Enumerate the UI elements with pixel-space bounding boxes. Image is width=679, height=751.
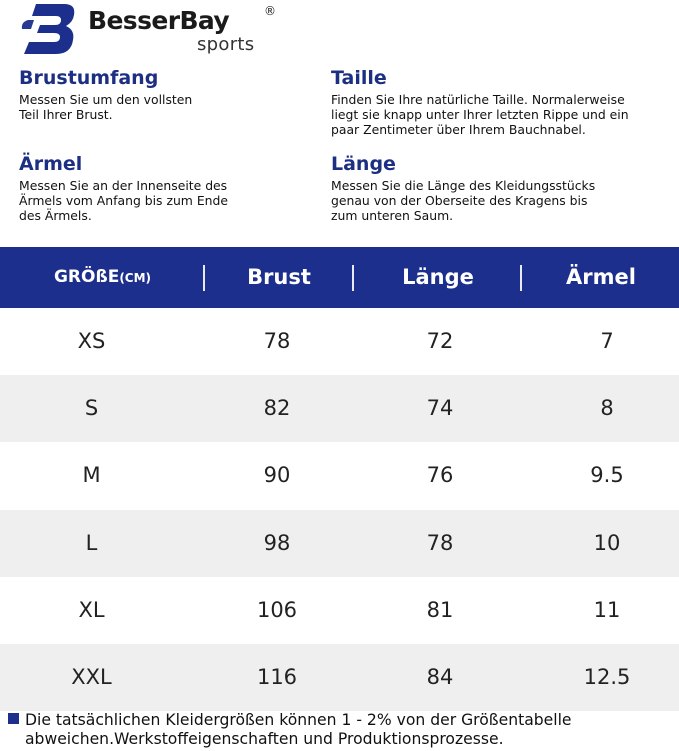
header-chest: Brust <box>247 265 311 289</box>
header-length: Länge <box>402 265 474 289</box>
brand-name: BesserBay <box>88 6 230 35</box>
size-cell: XS <box>77 329 106 353</box>
header-divider <box>203 265 205 291</box>
bullet-square-icon <box>8 713 19 724</box>
sleeve-cell: 11 <box>593 597 621 622</box>
registered-mark: ® <box>264 4 276 18</box>
size-cell: S <box>84 396 99 421</box>
size-cell: M <box>82 463 101 488</box>
footnote-line-2: abweichen.Werkstoffeigenschaften und Pro… <box>25 730 504 748</box>
footnote-line-1: Die tatsächlichen Kleidergrößen können 1… <box>25 711 572 729</box>
footnote: Die tatsächlichen Kleidergrößen können 1… <box>8 711 673 749</box>
length-description: Länge Messen Sie die Länge des Kleidungs… <box>331 153 651 223</box>
chest-title: Brustumfang <box>19 67 159 89</box>
size-cell: XXL <box>71 664 112 689</box>
table-row: L 98 78 10 <box>0 509 679 577</box>
header-divider <box>520 265 522 291</box>
chest-cell: 82 <box>263 396 291 421</box>
sleeve-text: Messen Sie an der Innenseite des Ärmels … <box>19 178 228 223</box>
chest-cell: 106 <box>256 597 298 622</box>
waist-title: Taille <box>331 67 387 89</box>
length-cell: 78 <box>426 530 454 555</box>
header-sleeve: Ärmel <box>566 265 636 289</box>
header-size: GRÖßE(CM) <box>0 247 205 308</box>
size-table-body: XS 78 72 7 S 82 74 8 M 90 76 9.5 L 98 78… <box>0 308 679 712</box>
length-cell: 84 <box>426 664 454 689</box>
chest-text: Messen Sie um den vollsten Teil Ihrer Br… <box>19 92 193 122</box>
sleeve-title: Ärmel <box>19 153 83 175</box>
length-cell: 74 <box>426 396 454 421</box>
sleeve-cell: 9.5 <box>590 463 624 488</box>
header-divider <box>352 265 354 291</box>
header-size-label: GRÖßE <box>53 267 120 287</box>
size-table-header: GRÖßE(CM) Brust Länge Ärmel <box>0 247 679 308</box>
chest-description: Brustumfang Messen Sie um den vollsten T… <box>19 67 339 122</box>
chest-cell: 98 <box>263 530 291 555</box>
sleeve-cell: 10 <box>593 530 621 555</box>
length-cell: 81 <box>426 597 454 622</box>
table-row: XS 78 72 7 <box>0 308 679 375</box>
sleeve-cell: 7 <box>600 329 614 353</box>
besserbay-logo-icon <box>21 4 75 54</box>
sleeve-cell: 12.5 <box>583 664 631 689</box>
chest-cell: 116 <box>256 664 298 689</box>
chest-cell: 90 <box>263 463 291 488</box>
table-row: XXL 116 84 12.5 <box>0 643 679 712</box>
sleeve-cell: 8 <box>600 396 614 421</box>
brand-logo: BesserBay ® sports <box>20 2 280 58</box>
waist-description: Taille Finden Sie Ihre natürliche Taille… <box>331 67 651 137</box>
table-row: M 90 76 9.5 <box>0 442 679 509</box>
table-row: S 82 74 8 <box>0 375 679 443</box>
size-cell: L <box>85 530 98 555</box>
length-cell: 76 <box>426 463 454 488</box>
length-text: Messen Sie die Länge des Kleidungsstücks… <box>331 178 596 223</box>
sleeve-description: Ärmel Messen Sie an der Innenseite des Ä… <box>19 153 339 223</box>
length-cell: 72 <box>426 329 454 353</box>
length-title: Länge <box>331 153 396 175</box>
header-unit-label: (CM) <box>119 271 152 285</box>
brand-subtitle: sports <box>197 34 255 55</box>
table-row: XL 106 81 11 <box>0 577 679 644</box>
chest-cell: 78 <box>263 329 291 353</box>
waist-text: Finden Sie Ihre natürliche Taille. Norma… <box>331 92 629 137</box>
size-cell: XL <box>78 597 105 622</box>
